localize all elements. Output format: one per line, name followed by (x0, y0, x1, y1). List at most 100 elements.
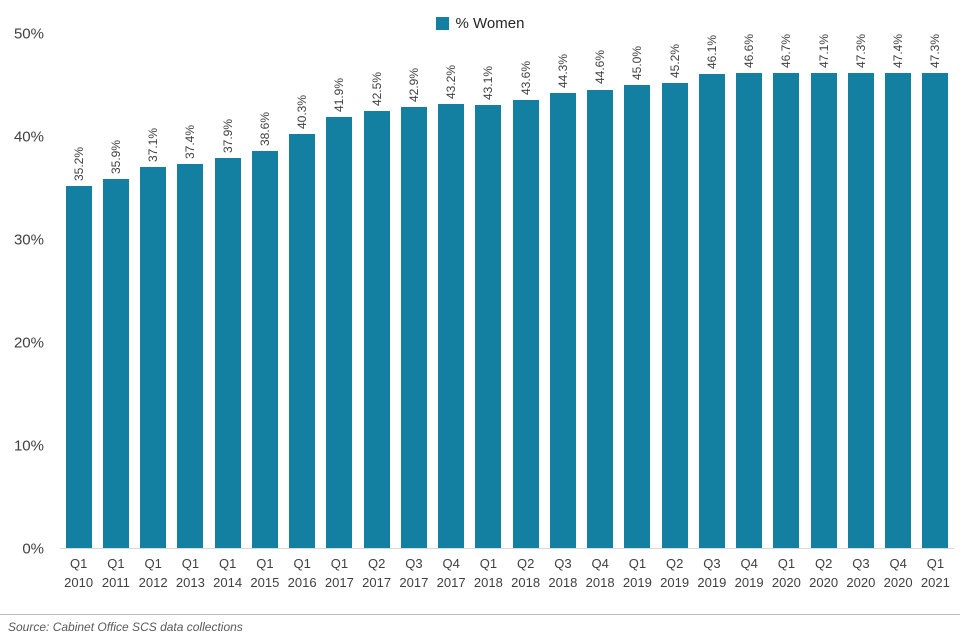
plot-area: 35.2% 35.9% 37.1% 37.4% 37.9% 38.6% 40.3% 41.9%… (60, 34, 954, 549)
bar-column: 44.3% (544, 34, 581, 548)
bar-column: 46.6% (731, 34, 768, 548)
bar-column: 38.6% (246, 34, 283, 548)
x-tick-label: Q1 2012 (135, 555, 172, 593)
bar (512, 99, 539, 548)
bar-value-label: 44.3% (555, 53, 570, 88)
x-tick-quarter: Q4 (740, 556, 758, 571)
y-tick-label: 40% (13, 128, 44, 146)
bar-column: 46.1% (693, 34, 730, 548)
x-tick-quarter: Q2 (516, 556, 535, 571)
x-tick-year: 2011 (101, 574, 130, 590)
x-tick-quarter: Q4 (591, 556, 609, 571)
bar-column: 37.4% (172, 34, 209, 548)
x-tick-quarter: Q1 (256, 556, 274, 571)
bar-column: 47.4% (880, 34, 917, 548)
x-tick-quarter: Q4 (442, 556, 460, 571)
bar (102, 178, 129, 548)
legend: % Women (0, 0, 960, 34)
bar (698, 74, 725, 548)
bar-column: 45.0% (619, 34, 656, 548)
x-tick-label: Q2 2017 (358, 555, 395, 593)
bar (475, 104, 502, 548)
x-tick-label: Q1 2020 (768, 555, 805, 593)
bar-column: 43.6% (507, 34, 544, 548)
bar-column: 42.5% (358, 34, 395, 548)
bar-value-label: 40.3% (295, 94, 310, 129)
bar-column: 44.6% (582, 34, 619, 548)
source-text: Source: Cabinet Office SCS data collecti… (8, 620, 243, 634)
x-tick-label: Q4 2018 (582, 555, 619, 593)
x-tick-quarter: Q2 (814, 556, 833, 571)
bar-value-label: 42.5% (369, 72, 384, 107)
x-tick-label: Q1 2019 (619, 555, 656, 593)
x-tick-label: Q3 2019 (693, 555, 730, 593)
x-tick-label: Q2 2020 (805, 555, 842, 593)
x-tick-year: 2021 (920, 574, 950, 590)
x-tick-quarter: Q1 (107, 556, 125, 571)
bar-value-label: 35.2% (71, 147, 86, 182)
bar-value-label: 47.1% (816, 34, 831, 69)
x-tick-label: Q2 2019 (656, 555, 693, 593)
source-footer: Source: Cabinet Office SCS data collecti… (0, 614, 960, 640)
bar (214, 158, 241, 548)
x-tick-quarter: Q1 (330, 556, 349, 571)
x-tick-label: Q1 2017 (321, 555, 358, 593)
bar-column: 47.1% (805, 34, 842, 548)
bar (549, 92, 576, 548)
x-tick-year: 2017 (436, 574, 466, 590)
x-tick-label: Q1 2014 (209, 555, 246, 593)
bar (587, 89, 614, 548)
x-tick-quarter: Q1 (181, 556, 200, 571)
x-tick-quarter: Q1 (777, 556, 796, 571)
bar-column: 46.7% (768, 34, 805, 548)
x-tick-year: 2018 (548, 574, 578, 590)
x-tick-year: 2019 (697, 574, 727, 590)
x-tick-quarter: Q3 (405, 556, 423, 571)
footer-divider (0, 614, 960, 615)
x-tick-year: 2019 (660, 574, 690, 590)
x-tick-year: 2019 (622, 574, 652, 590)
x-tick-label: Q1 2018 (470, 555, 507, 593)
bar (922, 73, 949, 548)
x-tick-quarter: Q1 (926, 556, 945, 571)
bar (251, 151, 278, 548)
bar (363, 111, 390, 548)
bar-column: 43.2% (433, 34, 470, 548)
x-tick-quarter: Q3 (703, 556, 721, 571)
x-tick-year: 2016 (287, 574, 317, 590)
bar-value-label: 45.0% (630, 46, 645, 81)
x-tick-label: Q1 2021 (917, 555, 954, 593)
x-tick-quarter: Q2 (367, 556, 386, 571)
x-tick-label: Q2 2018 (507, 555, 544, 593)
x-tick-year: 2014 (213, 574, 243, 590)
bar-column: 47.3% (842, 34, 879, 548)
bar-value-label: 37.1% (146, 127, 161, 162)
bar (847, 73, 874, 548)
bar-value-label: 45.2% (667, 44, 682, 79)
x-tick-quarter: Q3 (852, 556, 870, 571)
x-axis: Q1 2010 Q1 2011 Q1 2012 Q1 2013 Q1 2014 Q1 2015 Q1 20… (60, 555, 954, 593)
bar-value-label: 47.4% (891, 34, 906, 69)
bar-value-label: 43.6% (518, 60, 533, 95)
legend-label: % Women (455, 14, 525, 32)
bar (140, 166, 167, 548)
x-tick-label: Q1 2015 (246, 555, 283, 593)
x-tick-quarter: Q4 (889, 556, 907, 571)
x-tick-year: 2017 (399, 574, 429, 590)
bar-value-label: 44.6% (593, 50, 608, 85)
x-tick-year: 2020 (771, 574, 801, 590)
bar-column: 35.2% (60, 34, 97, 548)
x-tick-quarter: Q1 (479, 556, 498, 571)
x-tick-year: 2017 (324, 574, 354, 590)
x-tick-label: Q3 2018 (544, 555, 581, 593)
bar (661, 83, 688, 548)
x-tick-label: Q1 2013 (172, 555, 209, 593)
bar-column: 37.9% (209, 34, 246, 548)
bar-value-label: 43.1% (481, 65, 496, 100)
bar-value-label: 47.3% (928, 34, 943, 69)
bar-column: 41.9% (321, 34, 358, 548)
x-tick-label: Q4 2017 (433, 555, 470, 593)
x-tick-year: 2012 (138, 574, 168, 590)
bar-value-label: 37.4% (183, 124, 198, 159)
x-tick-year: 2020 (883, 574, 913, 590)
